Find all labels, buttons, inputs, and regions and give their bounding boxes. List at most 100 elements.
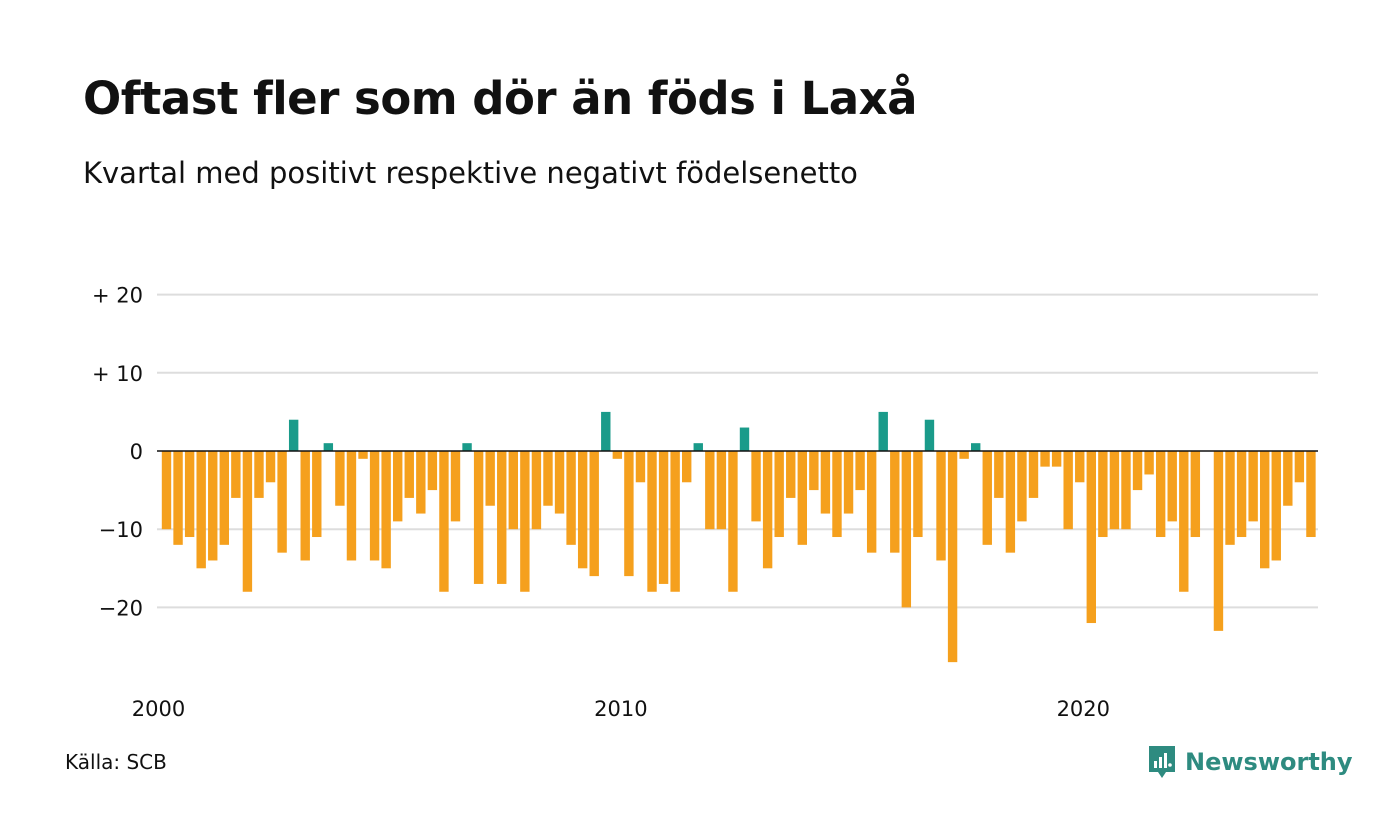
y-tick-label: −10	[99, 518, 143, 542]
bar-negative	[786, 451, 796, 498]
bar-negative	[300, 451, 310, 561]
bar-negative	[647, 451, 657, 592]
bar-negative	[184, 451, 195, 538]
brand-name: Newsworthy	[1185, 748, 1353, 776]
bar-negative	[1155, 451, 1166, 538]
bar-negative	[705, 451, 715, 530]
brand-logo[interactable]: Newsworthy	[1147, 744, 1353, 780]
bar-negative	[161, 451, 172, 530]
bar-negative	[751, 451, 761, 522]
bar-negative	[277, 451, 287, 553]
source-note: Källa: SCB	[65, 750, 167, 774]
y-tick-label: + 10	[92, 362, 143, 386]
bar-negative	[682, 451, 692, 483]
bar-negative	[855, 451, 865, 491]
bar-negative	[1306, 451, 1316, 538]
bar-positive	[924, 419, 935, 451]
bar-negative	[404, 451, 414, 498]
bar-negative	[832, 451, 842, 538]
bar-positive	[971, 443, 981, 451]
bar-chart: + 20 + 10 0 −10 −20 2000 2010 2020	[92, 284, 1318, 721]
bar-negative	[1063, 451, 1073, 530]
bar-negative	[947, 451, 958, 663]
bar-negative	[612, 451, 623, 459]
bar-negative	[982, 451, 992, 545]
y-tick-label: −20	[99, 596, 143, 620]
bar-positive	[462, 443, 472, 451]
bar-negative	[716, 451, 727, 530]
bar-negative	[208, 451, 218, 561]
bar-negative	[381, 451, 391, 569]
bar-negative	[543, 451, 553, 506]
bar-negative	[589, 451, 599, 577]
bar-negative	[820, 451, 831, 514]
bar-negative	[1294, 451, 1305, 483]
bar-negative	[335, 451, 345, 506]
bar-negative	[219, 451, 229, 545]
bar-negative	[1283, 451, 1293, 506]
bar-negative	[890, 451, 900, 553]
bar-negative	[866, 451, 877, 553]
bar-negative	[1121, 451, 1131, 530]
bar-positive	[739, 427, 750, 451]
bar-negative	[1190, 451, 1201, 538]
x-tick-label: 2010	[594, 697, 647, 721]
bar-negative	[1144, 451, 1154, 475]
bar-negative	[369, 451, 380, 561]
bar-negative	[577, 451, 588, 569]
bar-negative	[497, 451, 507, 584]
bar-negative	[1271, 451, 1281, 561]
bar-negative	[1040, 451, 1050, 467]
x-tick-label: 2000	[132, 697, 185, 721]
bar-negative	[1051, 451, 1062, 467]
bar-negative	[265, 451, 276, 483]
newsworthy-logo-icon	[1149, 746, 1175, 778]
bar-negative	[843, 451, 854, 514]
bar-negative	[936, 451, 946, 561]
bar-negative	[485, 451, 495, 506]
bar-negative	[1225, 451, 1235, 545]
y-tick-label: 0	[130, 440, 143, 464]
bar-negative	[312, 451, 322, 538]
bar-positive	[878, 411, 888, 451]
chart-subtitle: Kvartal med positivt respektive negativt…	[83, 156, 858, 190]
bar-negative	[728, 451, 738, 592]
y-tick-labels: + 20 + 10 0 −10 −20	[92, 284, 143, 621]
bar-negative	[1132, 451, 1143, 491]
bar-negative	[473, 451, 484, 584]
x-tick-label: 2020	[1057, 697, 1110, 721]
bar-negative	[994, 451, 1004, 498]
bar-negative	[393, 451, 403, 522]
bar-negative	[231, 451, 241, 498]
bar-negative	[346, 451, 357, 561]
bar-negative	[508, 451, 518, 530]
bar-negative	[1260, 451, 1270, 569]
bar-positive	[323, 443, 334, 451]
bar-negative	[901, 451, 912, 608]
bar-positive	[601, 411, 611, 451]
bar-negative	[670, 451, 680, 592]
bar-negative	[762, 451, 773, 569]
bar-negative	[566, 451, 576, 545]
bar-negative	[1109, 451, 1120, 530]
bar-negative	[658, 451, 669, 584]
bar-negative	[1167, 451, 1177, 522]
bar-negative	[1017, 451, 1027, 522]
bar-negative	[520, 451, 530, 592]
bars-layer	[161, 411, 1316, 663]
bar-negative	[439, 451, 449, 592]
bar-positive	[693, 443, 703, 451]
bar-negative	[242, 451, 253, 592]
bar-negative	[635, 451, 646, 483]
bar-negative	[1236, 451, 1247, 538]
bar-negative	[173, 451, 183, 545]
bar-negative	[1005, 451, 1016, 553]
bar-negative	[358, 451, 368, 459]
x-tick-labels: 2000 2010 2020	[132, 697, 1110, 721]
bar-negative	[554, 451, 565, 514]
bar-negative	[774, 451, 784, 538]
bar-negative	[797, 451, 807, 545]
bar-negative	[254, 451, 264, 498]
bar-negative	[1248, 451, 1258, 522]
bar-negative	[1179, 451, 1189, 592]
